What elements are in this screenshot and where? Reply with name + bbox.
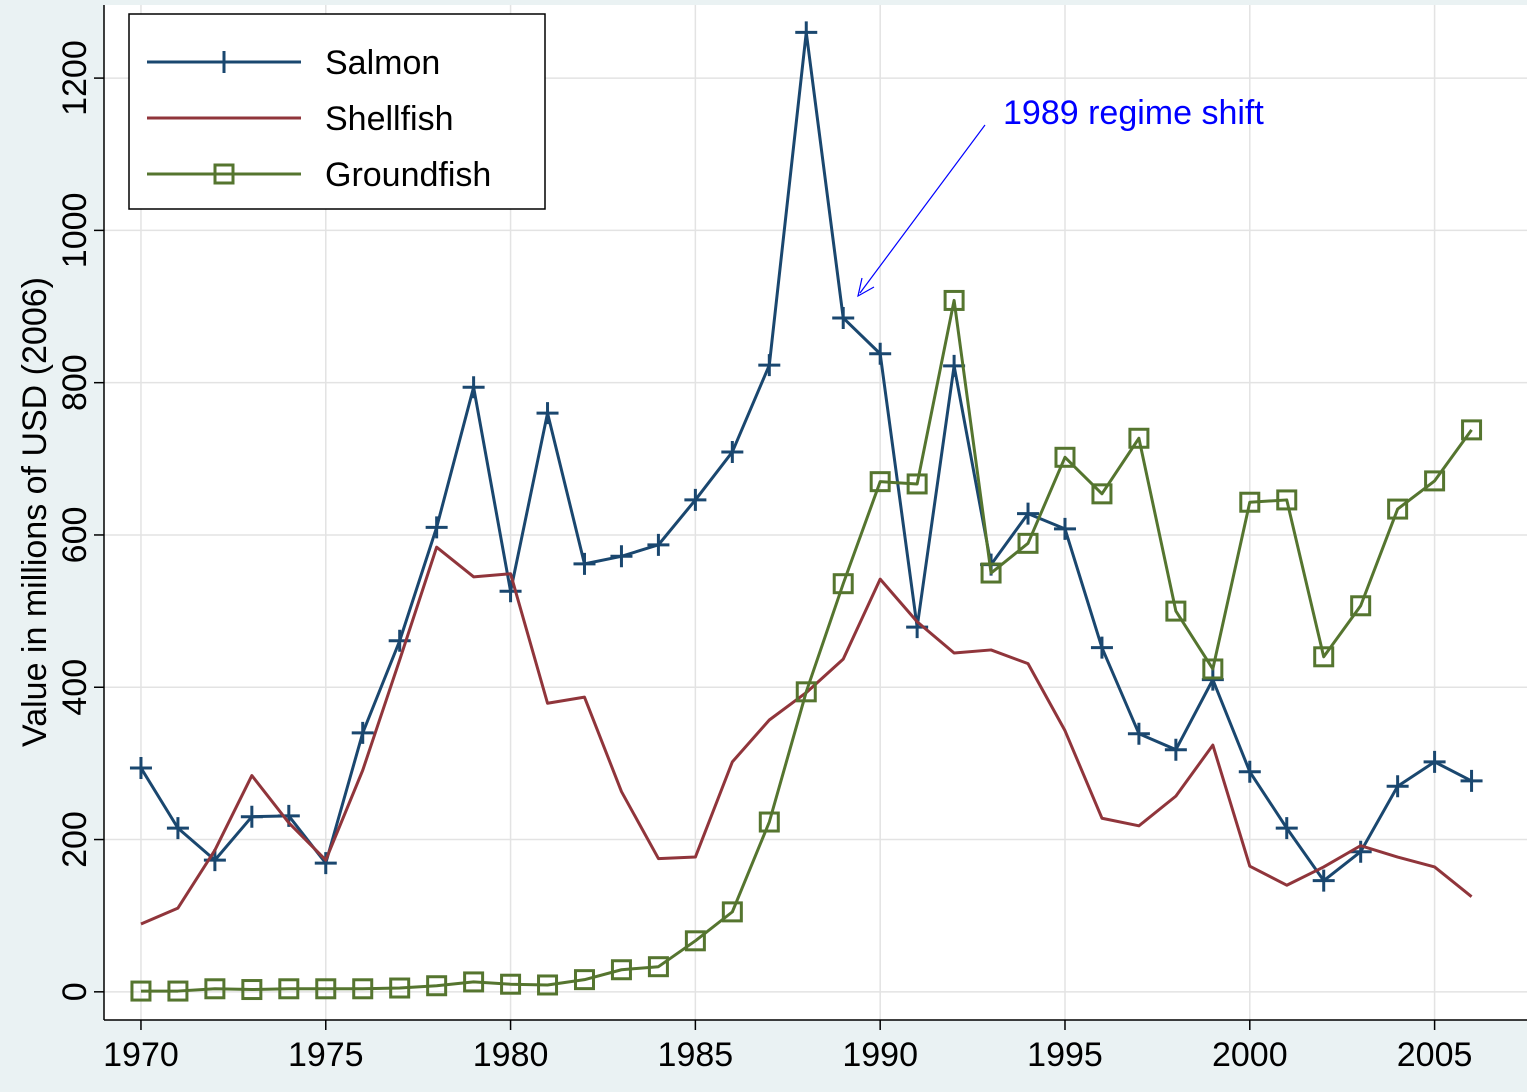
marker-square <box>204 978 226 1000</box>
marker-plus <box>832 306 855 329</box>
marker-square <box>463 971 485 993</box>
grid <box>104 5 1527 1020</box>
marker-plus <box>758 354 781 377</box>
marker-plus <box>314 852 337 875</box>
legend: Salmon Shellfish Groundfish <box>128 13 546 210</box>
marker-square <box>869 471 891 493</box>
marker-square <box>241 979 263 1001</box>
marker-plus <box>499 580 522 603</box>
marker-plus <box>1017 502 1040 525</box>
legend-label: Salmon <box>325 44 440 82</box>
marker-square <box>1202 658 1224 680</box>
marker-plus <box>425 516 448 539</box>
y-tick-label: 1200 <box>56 40 94 116</box>
marker-square <box>500 973 522 995</box>
marker-square <box>130 980 152 1002</box>
x-tick-label: 1995 <box>1027 1036 1103 1074</box>
marker-square <box>1128 427 1150 449</box>
x-tick-label: 1975 <box>288 1036 364 1074</box>
marker-plus <box>351 721 374 744</box>
marker-square <box>537 974 559 996</box>
series-layer <box>129 21 1483 1002</box>
marker-plus <box>1201 668 1224 691</box>
marker-plus <box>1386 775 1409 798</box>
marker-plus <box>1090 636 1113 659</box>
marker-plus <box>684 488 707 511</box>
marker-square <box>1387 498 1409 520</box>
annotation: 1989 regime shift <box>1003 94 1264 132</box>
legend-box <box>128 13 546 210</box>
marker-plus <box>129 756 152 779</box>
y-axis-label: Value in millions of USD (2006) <box>16 277 54 747</box>
y-tick-label: 800 <box>56 354 94 411</box>
marker-plus <box>1238 760 1261 783</box>
marker-plus <box>1275 817 1298 840</box>
y-tick-label: 200 <box>56 811 94 868</box>
marker-square <box>721 901 743 923</box>
annotation-arrow <box>859 124 986 294</box>
x-tick-label: 1980 <box>473 1036 549 1074</box>
marker-square <box>1165 600 1187 622</box>
legend-label: Shellfish <box>325 100 454 138</box>
marker-square <box>389 977 411 999</box>
marker-plus <box>462 376 485 399</box>
marker-square <box>758 811 780 833</box>
marker-plus <box>1312 869 1335 892</box>
marker-square <box>167 980 189 1002</box>
marker-plus <box>213 51 235 73</box>
y-tick-label: 0 <box>56 982 94 1001</box>
marker-square <box>610 959 632 981</box>
x-tick-label: 2000 <box>1212 1036 1288 1074</box>
marker-plus <box>610 545 633 568</box>
marker-square <box>1350 595 1372 617</box>
marker-square <box>795 681 817 703</box>
marker-plus <box>795 21 818 44</box>
marker-plus <box>536 402 559 425</box>
marker-plus <box>1127 722 1150 745</box>
marker-square <box>352 978 374 1000</box>
marker-square <box>1091 483 1113 505</box>
marker-square <box>573 969 595 991</box>
marker-square <box>1276 489 1298 511</box>
y-tick-label: 400 <box>56 659 94 716</box>
marker-square <box>684 930 706 952</box>
marker-plus <box>573 552 596 575</box>
marker-plus <box>943 354 966 377</box>
marker-square <box>315 978 337 1000</box>
marker-square <box>980 562 1002 584</box>
marker-square <box>1313 646 1335 668</box>
marker-square <box>943 289 965 311</box>
marker-square <box>426 975 448 997</box>
marker-plus <box>1460 769 1483 792</box>
marker-square <box>1054 446 1076 468</box>
x-tick-label: 1990 <box>842 1036 918 1074</box>
series-line <box>140 298 1473 993</box>
x-tick-label: 2005 <box>1397 1036 1473 1074</box>
y-tick-label: 600 <box>56 507 94 564</box>
legend-label: Groundfish <box>325 156 491 194</box>
marker-square <box>906 473 928 495</box>
marker-square <box>647 956 669 978</box>
marker-plus <box>1423 750 1446 773</box>
x-tick-label: 1970 <box>103 1036 179 1074</box>
marker-plus <box>240 805 263 828</box>
marker-square <box>213 163 235 185</box>
marker-plus <box>166 817 189 840</box>
marker-square <box>1017 532 1039 554</box>
x-tick-label: 1985 <box>658 1036 734 1074</box>
annotation-arrowhead <box>857 277 875 298</box>
marker-square <box>832 573 854 595</box>
marker-plus <box>869 342 892 365</box>
marker-square <box>278 978 300 1000</box>
marker-plus <box>647 533 670 556</box>
marker-plus <box>1053 517 1076 540</box>
marker-plus <box>1164 738 1187 761</box>
marker-square <box>1461 419 1483 441</box>
marker-square <box>1424 470 1446 492</box>
y-tick-label: 1000 <box>56 193 94 269</box>
marker-plus <box>721 440 744 463</box>
marker-square <box>1239 491 1261 513</box>
